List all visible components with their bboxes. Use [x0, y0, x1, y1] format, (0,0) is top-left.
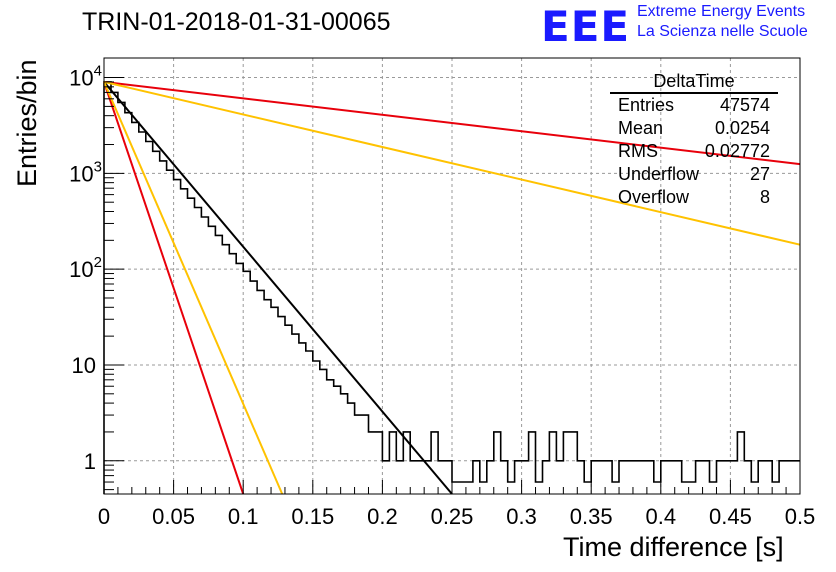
stats-value: 47574 [719, 95, 770, 115]
chart-title: TRIN-01-2018-01-31-00065 [82, 8, 391, 36]
stats-value: 0.02772 [704, 141, 770, 161]
x-tick-label: 0.25 [431, 504, 474, 529]
y-axis-label: Entries/bin [12, 59, 42, 187]
stats-value: 0.0254 [714, 118, 770, 138]
stats-label: Entries [618, 95, 675, 115]
x-tick-label: 0.35 [570, 504, 613, 529]
fit-curve-4 [103, 80, 801, 246]
x-axis-label: Time difference [s] [563, 532, 784, 562]
plot-frame [103, 57, 801, 495]
x-tick-label: 0.05 [152, 504, 195, 529]
stats-value: 27 [749, 164, 770, 184]
chart-axes [103, 57, 801, 495]
fit-curve-0 [103, 81, 453, 495]
stats-label: RMS [618, 141, 658, 161]
logo-line-1: Extreme Energy Events [637, 3, 806, 20]
stats-row: RMS 0.02772 [610, 140, 778, 163]
stats-row: Mean 0.0254 [610, 117, 778, 140]
fit-curve-2 [103, 81, 284, 495]
x-tick-label: 0.15 [291, 504, 334, 529]
logo-line-2: La Scienza nelle Scuole [637, 23, 808, 40]
chart-histogram-layer [103, 81, 800, 494]
x-tick-label: 0.5 [785, 504, 816, 529]
stats-row: Overflow 8 [610, 186, 778, 209]
y-tick-label: 1 [84, 449, 96, 474]
x-tick-label: 0.3 [506, 504, 537, 529]
fit-curve-1 [103, 81, 245, 495]
stats-title: DeltaTime [610, 70, 778, 94]
chart-tick-labels: 0 0.05 0.1 0.15 0.2 0.25 0.3 0.35 0.4 0.45 0.5 1 10 1… [69, 63, 815, 529]
x-tick-label: 0.4 [646, 504, 677, 529]
stats-label: Mean [618, 118, 664, 138]
x-tick-label: 0 [98, 504, 110, 529]
stats-row: Underflow 27 [610, 163, 778, 186]
x-tick-label: 0.2 [367, 504, 398, 529]
chart-curves-layer [103, 80, 801, 495]
eee-logo-mark: EEE [541, 2, 631, 51]
x-tick-label: 0.1 [228, 504, 259, 529]
histogram-step-line [103, 81, 800, 494]
stats-row: Entries 47574 [610, 94, 778, 117]
x-tick-label: 0.45 [709, 504, 752, 529]
y-tick-label: 10 [72, 353, 96, 378]
y-tick-label: 103 [69, 158, 102, 186]
y-tick-label: 104 [69, 63, 102, 91]
stats-value: 8 [759, 187, 770, 207]
stats-label: Overflow [618, 187, 690, 207]
stats-label: Underflow [618, 164, 700, 184]
stats-box: DeltaTime Entries 47574 Mean 0.0254 RMS 0.0… [610, 70, 778, 209]
eee-logo-text: Extreme Energy Events La Scienza nelle S… [637, 2, 808, 42]
y-tick-label: 102 [69, 254, 102, 282]
fit-curve-3 [103, 80, 801, 166]
